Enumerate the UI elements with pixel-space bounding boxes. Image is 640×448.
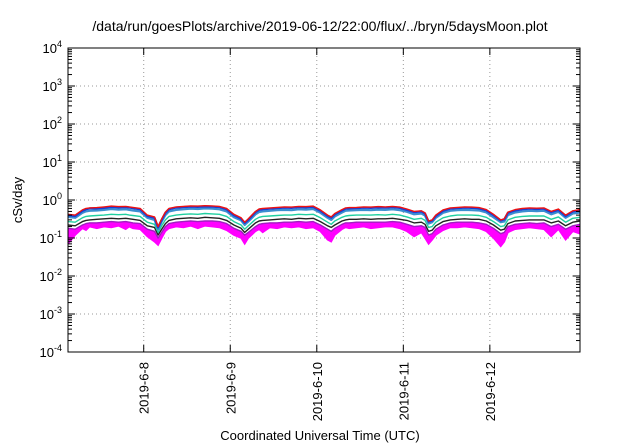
y-tick-label: 10-2: [40, 267, 62, 284]
x-tick-label: 2019-6-9: [223, 362, 238, 414]
axis-ticks: 10-4 10-3 10-2 10-1 100 101 102 103 104 2019-6-8 2…: [40, 39, 580, 421]
series-magenta-lower: [67, 224, 581, 248]
x-tick-label: 2019-6-12: [483, 362, 498, 421]
series-green: [67, 212, 581, 234]
y-tick-label: 10-1: [40, 229, 62, 246]
x-tick-label: 2019-6-11: [396, 362, 411, 420]
series-lightblue: [67, 207, 581, 231]
series-purple: [67, 220, 581, 239]
y-tick-label: 102: [43, 115, 62, 132]
series-blue: [67, 205, 581, 229]
y-tick-label: 100: [43, 191, 62, 208]
y-tick-label: 10-4: [40, 343, 62, 360]
y-axis-label: cSv/day: [10, 176, 25, 223]
series-red: [67, 204, 581, 228]
chart-title: /data/run/goesPlots/archive/2019-06-12/2…: [92, 18, 548, 34]
y-tick-label: 104: [43, 39, 62, 56]
y-tick-label: 10-3: [40, 305, 62, 322]
series-black: [67, 216, 581, 236]
grid-lines: [68, 48, 580, 352]
x-tick-label: 2019-6-8: [137, 362, 152, 414]
x-axis-label: Coordinated Universal Time (UTC): [220, 428, 420, 443]
series-group: [67, 204, 581, 248]
y-tick-label: 101: [43, 153, 62, 170]
y-tick-label: 103: [43, 77, 62, 94]
x-tick-label: 2019-6-10: [310, 362, 325, 421]
